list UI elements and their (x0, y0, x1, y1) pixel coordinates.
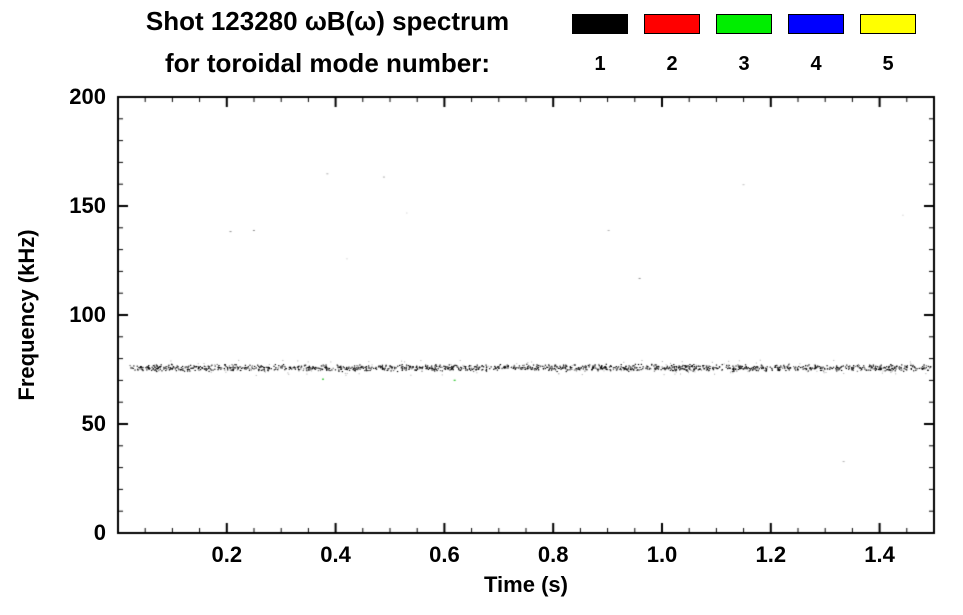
y-tick-label: 100 (69, 302, 106, 327)
x-tick-label: 0.8 (537, 542, 569, 567)
legend-label: 2 (666, 53, 678, 75)
x-tick-label: 1.2 (755, 542, 787, 567)
legend-swatch-icon (788, 14, 844, 34)
legend-item-mode-1: 1 (572, 14, 628, 74)
y-tick-label: 50 (81, 411, 106, 436)
legend-item-mode-3: 3 (716, 14, 772, 74)
y-tick-label: 150 (69, 193, 106, 218)
chart-subtitle: for toroidal mode number: (165, 48, 490, 78)
x-tick-label: 0.4 (320, 542, 351, 567)
legend-swatch-icon (860, 14, 916, 34)
legend-label: 3 (738, 53, 750, 75)
chart-title: Shot 123280 ωB(ω) spectrum (145, 6, 510, 36)
legend-label: 1 (594, 53, 606, 75)
x-tick-label: 1.4 (864, 542, 895, 567)
legend-label: 5 (882, 53, 894, 75)
x-tick-label: 0.6 (429, 542, 460, 567)
x-tick-label: 0.2 (211, 542, 243, 567)
y-tick-label: 200 (69, 84, 106, 109)
y-tick-label: 0 (93, 520, 106, 545)
legend-item-mode-5: 5 (860, 14, 916, 74)
legend-item-mode-4: 4 (788, 14, 844, 74)
y-axis-label: Frequency (kHz) (14, 229, 39, 401)
x-axis-label: Time (s) (484, 572, 568, 597)
legend-swatch-icon (572, 14, 628, 34)
legend-label: 4 (810, 53, 822, 75)
legend: 1 2 3 4 5 (572, 14, 916, 74)
legend-item-mode-2: 2 (644, 14, 700, 74)
legend-swatch-icon (716, 14, 772, 34)
legend-swatch-icon (644, 14, 700, 34)
x-tick-label: 1.0 (646, 542, 678, 567)
